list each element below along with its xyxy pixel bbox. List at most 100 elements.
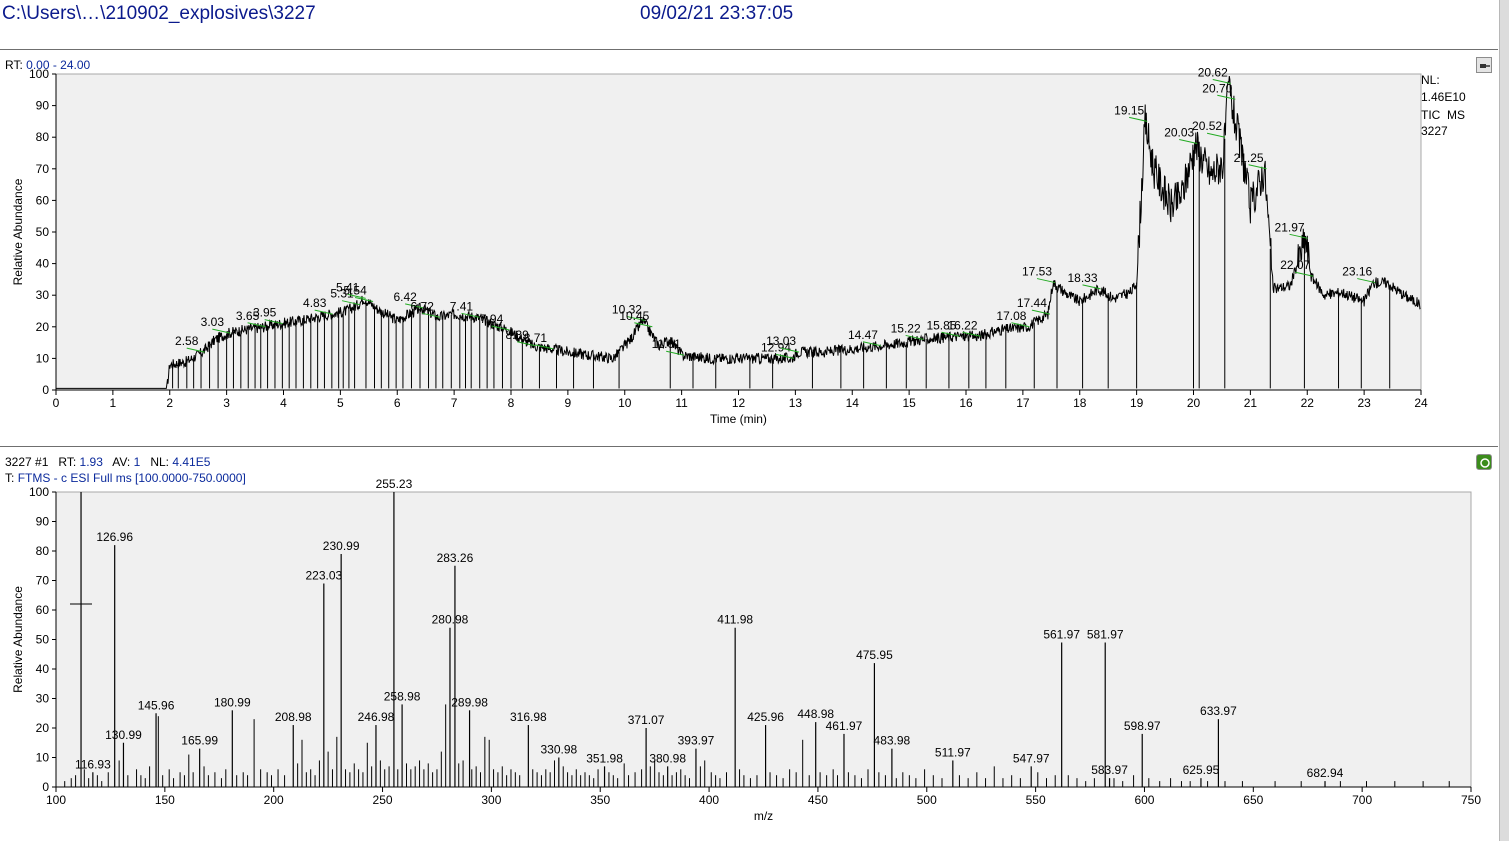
tic-x-tick-label: 21 bbox=[1244, 396, 1258, 410]
tic-peak-label: 5.41 bbox=[336, 280, 360, 294]
tic-peak-label: 5.54 bbox=[343, 284, 367, 298]
vertical-scrollbar[interactable] bbox=[1499, 0, 1509, 841]
tic-peak-leader bbox=[862, 341, 882, 347]
tic-y-tick-label: 80 bbox=[36, 130, 50, 144]
tic-peak-label: 16.22 bbox=[947, 318, 977, 332]
tic-x-tick-label: 11 bbox=[675, 396, 688, 410]
tic-peak-label: 11.01 bbox=[652, 337, 681, 351]
scan-filter-value: FTMS - c ESI Full ms [100.0000-750.0000] bbox=[17, 471, 246, 485]
tic-peak-leader bbox=[1031, 309, 1051, 315]
ms-peak-label: 448.98 bbox=[797, 707, 834, 721]
tic-x-tick-label: 16 bbox=[959, 396, 973, 410]
tic-x-tick-label: 2 bbox=[166, 396, 173, 410]
acquisition-datetime: 09/02/21 23:37:05 bbox=[640, 3, 794, 24]
header-divider bbox=[0, 49, 1498, 50]
tic-peak-leader bbox=[962, 331, 981, 337]
tic-peak-leader bbox=[1082, 284, 1101, 290]
ms-peak-label: 258.98 bbox=[384, 689, 421, 703]
ms-peak-label: 351.98 bbox=[586, 751, 623, 765]
tic-x-tick-label: 24 bbox=[1414, 396, 1428, 410]
ms-y-tick-label: 20 bbox=[36, 721, 50, 735]
tic-y-tick-label: 30 bbox=[36, 288, 50, 302]
tic-peak-label: 3.65 bbox=[236, 309, 260, 323]
ms-peak-label: 208.98 bbox=[275, 710, 312, 724]
tic-peak-label: 19.15 bbox=[1114, 103, 1144, 117]
tic-peak-label: 20.03 bbox=[1164, 126, 1194, 140]
tic-peak-leader bbox=[1357, 278, 1376, 284]
tic-peak-leader bbox=[941, 331, 960, 337]
tic-peak-label: 10.45 bbox=[619, 309, 649, 323]
scan-id: 3227 #1 bbox=[5, 455, 49, 469]
ms-peak-label: 223.03 bbox=[305, 568, 342, 582]
tic-peak-label: 20.70 bbox=[1202, 81, 1232, 95]
link-pane-icon[interactable] bbox=[1476, 454, 1492, 470]
ms-x-tick-label: 650 bbox=[1243, 793, 1263, 807]
tic-peak-label: 15.85 bbox=[926, 318, 956, 332]
tic-x-axis-title: Time (min) bbox=[710, 412, 767, 426]
ms-peak-label: 393.97 bbox=[678, 734, 715, 748]
scan-info-line: 3227 #1 RT: 1.93 AV: 1 NL: 4.41E5 bbox=[5, 455, 210, 469]
ms-peak-label: 116.93 bbox=[75, 757, 111, 771]
tic-peak-label: 12.94 bbox=[761, 340, 791, 354]
tic-peak-leader bbox=[212, 328, 231, 334]
tic-peak-leader bbox=[1129, 116, 1148, 122]
tic-peak-leader bbox=[905, 334, 924, 340]
ms-peak-label: 180.99 bbox=[214, 695, 251, 709]
tic-peak-label: 3.95 bbox=[253, 306, 277, 320]
tic-peak-leader bbox=[535, 344, 554, 350]
tic-y-tick-label: 70 bbox=[36, 162, 50, 176]
ms-x-tick-label: 200 bbox=[264, 793, 284, 807]
rt-range-info: RT: 0.00 - 24.00 bbox=[5, 58, 90, 72]
tic-nl-value: 1.46E10 bbox=[1421, 90, 1466, 104]
ms-peak-label: 581.97 bbox=[1087, 627, 1124, 641]
tic-peak-leader bbox=[1179, 139, 1198, 145]
tic-peak-label: 8.39 bbox=[506, 328, 530, 342]
tic-peak-leader bbox=[264, 319, 283, 325]
tic-peak-label: 20.52 bbox=[1192, 119, 1222, 133]
tic-peak-leader bbox=[666, 350, 685, 356]
ms-x-tick-label: 300 bbox=[481, 793, 501, 807]
ms-x-tick-label: 350 bbox=[590, 793, 610, 807]
tic-x-tick-label: 3 bbox=[223, 396, 230, 410]
ms-peak-label: 316.98 bbox=[510, 710, 547, 724]
ms-peak-label: 145.96 bbox=[138, 698, 175, 712]
tic-peak-label: 7.94 bbox=[480, 312, 504, 326]
ms-y-tick-label: 10 bbox=[36, 751, 50, 765]
tic-peak-leader bbox=[247, 322, 266, 328]
ms-y-axis-title: Relative Abundance bbox=[11, 586, 25, 693]
rt-label: RT: bbox=[5, 58, 23, 72]
pin-pane-icon[interactable] bbox=[1476, 57, 1492, 73]
tic-peak-label: 6.72 bbox=[411, 299, 435, 313]
ms-y-tick-label: 30 bbox=[36, 692, 50, 706]
ms-peak-label: 280.98 bbox=[432, 613, 469, 627]
scan-av-label: AV: bbox=[112, 455, 131, 469]
tic-peak-leader bbox=[1217, 94, 1236, 100]
ms-peak-label: 330.98 bbox=[540, 743, 577, 757]
tic-peak-leader bbox=[341, 300, 361, 306]
tic-x-tick-label: 8 bbox=[508, 396, 515, 410]
tic-scan-type: TIC MS bbox=[1421, 108, 1465, 122]
ms-peak-label: 625.95 bbox=[1183, 763, 1220, 777]
ms-peak-label: 246.98 bbox=[358, 710, 395, 724]
tic-y-tick-label: 90 bbox=[36, 99, 50, 113]
ms-x-tick-label: 100 bbox=[46, 793, 66, 807]
scan-rt-label: RT: bbox=[58, 455, 77, 469]
pane-divider bbox=[0, 446, 1498, 447]
tic-peak-label: 8.71 bbox=[524, 331, 548, 345]
ms-x-tick-label: 250 bbox=[373, 793, 393, 807]
ms-peak-label: 230.99 bbox=[323, 539, 360, 553]
tic-peak-leader bbox=[1295, 271, 1314, 277]
tic-file-id: 3227 bbox=[1421, 124, 1448, 138]
tic-y-tick-label: 10 bbox=[36, 351, 50, 365]
tic-peak-label: 2.58 bbox=[175, 334, 199, 348]
tic-peak-label: 4.83 bbox=[303, 296, 327, 310]
ms-peak-label: 411.98 bbox=[717, 613, 753, 627]
tic-peak-leader bbox=[1212, 78, 1231, 84]
tic-peak-label: 3.03 bbox=[201, 315, 225, 329]
tic-y-axis-title: Relative Abundance bbox=[11, 178, 25, 285]
scan-filter-label: T: bbox=[5, 471, 15, 485]
tic-x-tick-label: 5 bbox=[337, 396, 344, 410]
tic-peak-leader bbox=[186, 347, 205, 353]
